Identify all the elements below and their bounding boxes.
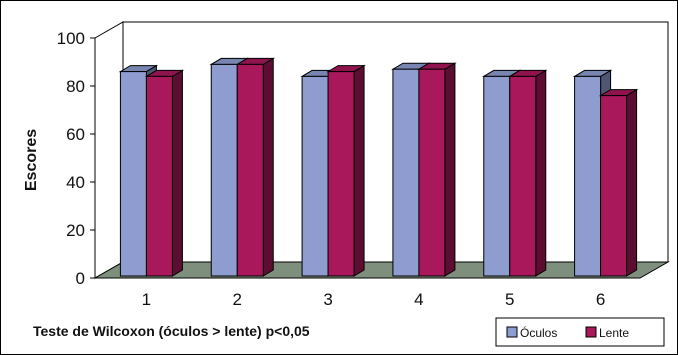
bar-front: [574, 75, 602, 277]
x-tick-label: 5: [505, 290, 514, 309]
legend-label: Óculos: [520, 325, 557, 340]
bar-side: [535, 69, 547, 277]
y-tick-label: 0: [76, 269, 85, 288]
bar: [326, 64, 366, 277]
y-tick-label: 40: [66, 173, 85, 192]
bar-side: [262, 57, 274, 277]
bar: [235, 57, 276, 277]
bar: [507, 69, 548, 277]
y-axis-label: Escores: [23, 129, 40, 191]
bar-side: [626, 88, 638, 277]
legend-box: [495, 317, 665, 347]
test-annotation: Teste de Wilcoxon (óculos > lente) p<0,0…: [33, 323, 310, 339]
legend: Óculos Lente: [495, 317, 665, 347]
bar-front: [483, 75, 511, 277]
bars: [118, 57, 639, 277]
bar-front: [145, 75, 173, 277]
bar-front: [210, 63, 238, 277]
y-tick-label: 100: [57, 29, 85, 48]
legend-label: Lente: [599, 326, 629, 340]
bar-side: [353, 64, 365, 277]
y-tick-label: 80: [66, 77, 85, 96]
bar-front: [301, 75, 329, 277]
bar-front: [119, 71, 147, 277]
bar: [598, 88, 639, 277]
x-tick-label: 4: [414, 290, 423, 309]
bar-side: [444, 62, 456, 277]
bar-front: [600, 95, 628, 277]
bar-front: [418, 68, 446, 277]
x-tick-label: 3: [323, 290, 332, 309]
bar: [144, 69, 185, 277]
x-tick-label: 6: [596, 290, 605, 309]
bar-front: [327, 71, 355, 277]
y-tick-label: 20: [66, 221, 85, 240]
legend-swatch: [585, 326, 597, 338]
x-tick-label: 2: [233, 290, 242, 309]
bar-front: [392, 68, 420, 277]
bar-side: [171, 69, 183, 277]
bar-front: [509, 75, 537, 277]
left-wall: [94, 21, 124, 279]
bar-front: [236, 63, 264, 277]
legend-swatch: [506, 326, 518, 338]
x-tick-label: 1: [142, 290, 151, 309]
y-tick-label: 60: [66, 125, 85, 144]
y-axis: 0 20 40 60 80 100: [57, 29, 96, 288]
bar: [417, 62, 457, 277]
x-axis: 1 2 3 4 5 6: [142, 290, 606, 309]
